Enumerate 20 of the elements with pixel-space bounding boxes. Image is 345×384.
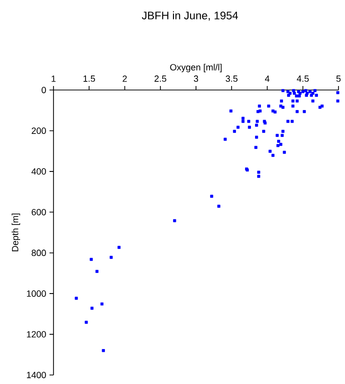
y-tick-label: 600 <box>32 208 46 216</box>
x-tick-label: 5 <box>336 76 341 82</box>
x-tick-label: 4 <box>264 76 270 82</box>
y-tick-label: 800 <box>32 250 46 256</box>
chart-title: JBFH in June, 1954 <box>142 11 238 21</box>
x-tick-label: 4.5 <box>296 76 309 82</box>
x-tick-label: 2 <box>122 76 127 82</box>
y-tick-label: 200 <box>32 128 46 134</box>
y-tick-label: 1000 <box>26 290 46 297</box>
x-tick-label: 2.5 <box>154 75 166 82</box>
y-axis-title: Depth [m] <box>12 214 20 252</box>
y-tick-label: 1400 <box>26 372 46 378</box>
x-tick-label: 3 <box>194 75 198 82</box>
x-tick-label: 3.5 <box>226 75 238 82</box>
x-tick-label: 1 <box>52 76 56 82</box>
y-tick-label: 0 <box>42 86 46 94</box>
x-tick-label: 1.5 <box>84 76 95 82</box>
y-tick-label: 400 <box>31 168 46 175</box>
y-tick-label: 1200 <box>26 331 46 338</box>
x-axis-title: Oxygen [ml/l] <box>170 64 222 72</box>
